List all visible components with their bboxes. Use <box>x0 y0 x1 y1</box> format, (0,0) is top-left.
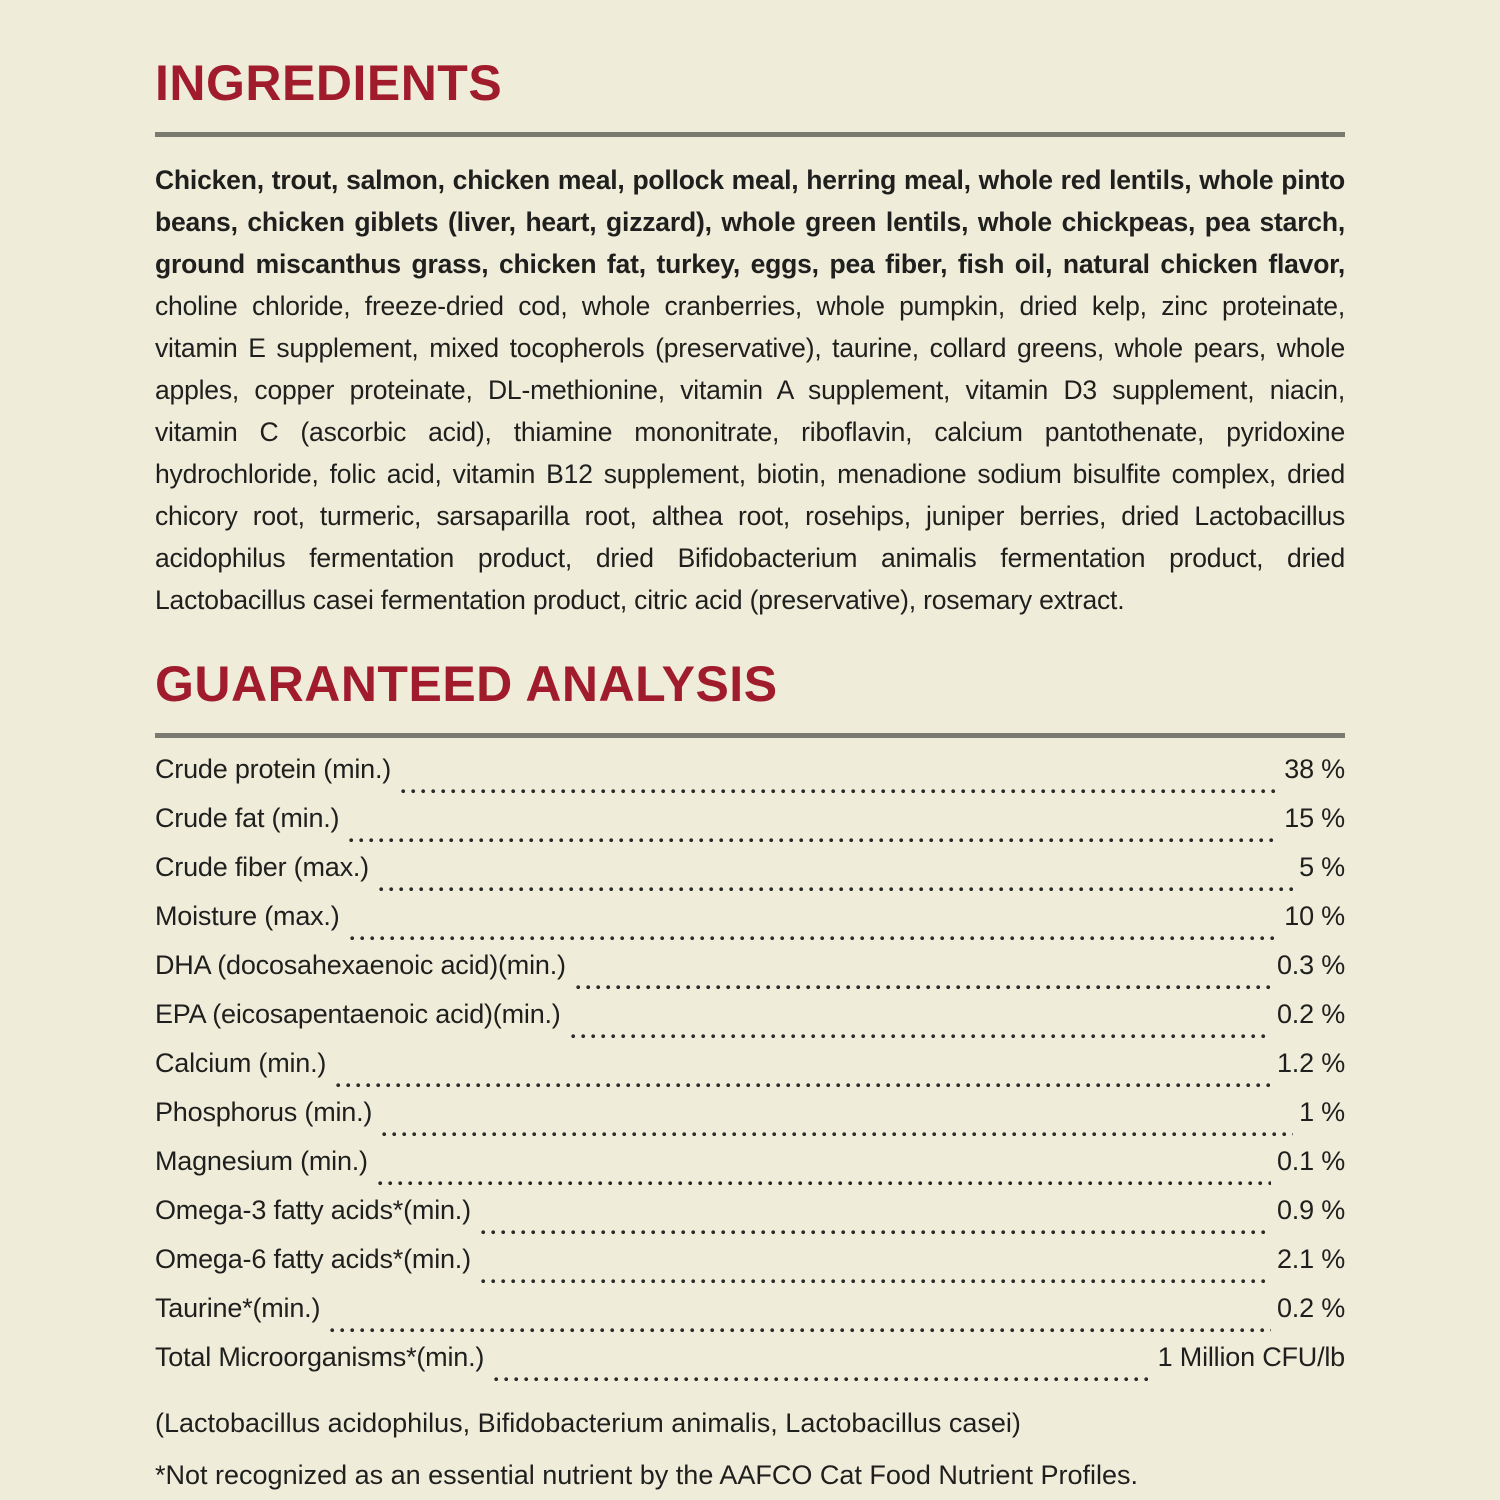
analysis-row-epa: EPA (eicosapentaenoic acid)(min.) 0.2 % <box>155 999 1345 1048</box>
analysis-label: Magnesium (min.) <box>155 1146 368 1176</box>
analysis-value: 2.1 % <box>1276 1244 1345 1274</box>
aafco-footnote: *Not recognized as an essential nutrient… <box>155 1460 1138 1490</box>
analysis-value: 1 % <box>1299 1097 1345 1127</box>
analysis-label: Taurine*(min.) <box>155 1293 321 1323</box>
guaranteed-analysis-divider <box>155 733 1345 738</box>
microorganisms-detail-note: (Lactobacillus acidophilus, Bifidobacter… <box>155 1408 1021 1438</box>
analysis-label: Omega-3 fatty acids*(min.) <box>155 1195 471 1225</box>
dotted-leader <box>330 1328 1271 1333</box>
dotted-leader <box>570 1034 1271 1039</box>
analysis-label: Omega-6 fatty acids*(min.) <box>155 1244 471 1274</box>
analysis-row-dha: DHA (docosahexaenoic acid)(min.) 0.3 % <box>155 950 1345 999</box>
guaranteed-analysis-section: GUARANTEED ANALYSIS Crude protein (min.)… <box>155 659 1345 1493</box>
dotted-leader <box>349 936 1279 941</box>
dotted-leader <box>575 985 1271 990</box>
analysis-row-total-microorganisms: Total Microorganisms*(min.) 1 Million CF… <box>155 1342 1345 1391</box>
analysis-row-moisture: Moisture (max.) 10 % <box>155 901 1345 950</box>
analysis-label: Phosphorus (min.) <box>155 1097 373 1127</box>
dotted-leader <box>349 838 1279 843</box>
ingredients-paragraph: Chicken, trout, salmon, chicken meal, po… <box>155 159 1345 621</box>
dotted-leader <box>382 1132 1294 1137</box>
analysis-value: 0.2 % <box>1276 1293 1345 1323</box>
analysis-label: EPA (eicosapentaenoic acid)(min.) <box>155 999 561 1029</box>
analysis-label: Crude fiber (max.) <box>155 852 369 882</box>
dotted-leader <box>377 1181 1271 1186</box>
analysis-row-taurine: Taurine*(min.) 0.2 % <box>155 1293 1345 1342</box>
analysis-value: 0.3 % <box>1276 950 1345 980</box>
analysis-value: 15 % <box>1284 803 1345 833</box>
ingredients-section: INGREDIENTS Chicken, trout, salmon, chic… <box>155 58 1345 621</box>
dotted-leader <box>378 887 1294 892</box>
dotted-leader <box>480 1230 1271 1235</box>
analysis-value: 1.2 % <box>1276 1048 1345 1078</box>
analysis-row-crude-fiber: Crude fiber (max.) 5 % <box>155 852 1345 901</box>
dotted-leader <box>401 789 1279 794</box>
analysis-label: Calcium (min.) <box>155 1048 327 1078</box>
ingredients-secondary-text: choline chloride, freeze-dried cod, whol… <box>155 291 1345 615</box>
analysis-value: 5 % <box>1299 852 1345 882</box>
analysis-row-omega-3: Omega-3 fatty acids*(min.) 0.9 % <box>155 1195 1345 1244</box>
analysis-label: Crude protein (min.) <box>155 754 392 784</box>
guaranteed-analysis-heading: GUARANTEED ANALYSIS <box>155 656 778 712</box>
dotted-leader <box>480 1279 1271 1284</box>
analysis-value: 0.1 % <box>1276 1146 1345 1176</box>
analysis-value: 10 % <box>1284 901 1345 931</box>
analysis-value: 0.2 % <box>1276 999 1345 1029</box>
analysis-label: Moisture (max.) <box>155 901 340 931</box>
ingredients-primary-text: Chicken, trout, salmon, chicken meal, po… <box>155 165 1345 279</box>
analysis-row-magnesium: Magnesium (min.) 0.1 % <box>155 1146 1345 1195</box>
analysis-value: 0.9 % <box>1276 1195 1345 1225</box>
analysis-row-omega-6: Omega-6 fatty acids*(min.) 2.1 % <box>155 1244 1345 1293</box>
analysis-label: Total Microorganisms*(min.) <box>155 1342 485 1372</box>
analysis-row-crude-fat: Crude fat (min.) 15 % <box>155 803 1345 852</box>
analysis-value: 1 Million CFU/lb <box>1157 1342 1346 1372</box>
analysis-row-crude-protein: Crude protein (min.) 38 % <box>155 754 1345 803</box>
analysis-row-calcium: Calcium (min.) 1.2 % <box>155 1048 1345 1097</box>
ingredients-heading: INGREDIENTS <box>155 55 503 111</box>
analysis-row-phosphorus: Phosphorus (min.) 1 % <box>155 1097 1345 1146</box>
analysis-value: 38 % <box>1284 754 1345 784</box>
ingredients-divider <box>155 132 1345 137</box>
analysis-label: Crude fat (min.) <box>155 803 340 833</box>
analysis-rows: Crude protein (min.) 38 % Crude fat (min… <box>155 754 1345 1391</box>
dotted-leader <box>336 1083 1271 1088</box>
dotted-leader <box>494 1377 1152 1382</box>
analysis-label: DHA (docosahexaenoic acid)(min.) <box>155 950 566 980</box>
